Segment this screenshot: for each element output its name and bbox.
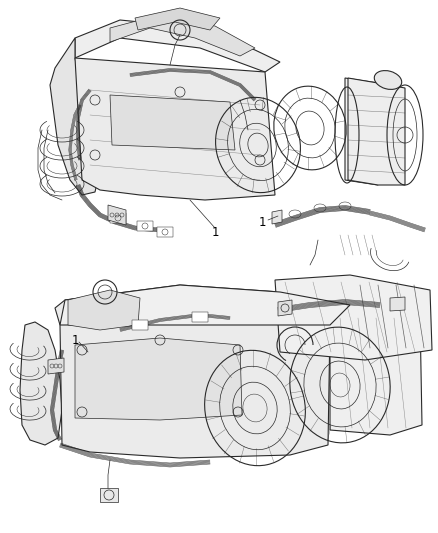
- Polygon shape: [110, 16, 255, 56]
- Polygon shape: [137, 221, 153, 231]
- Polygon shape: [68, 290, 140, 330]
- Polygon shape: [75, 58, 275, 200]
- Polygon shape: [390, 297, 405, 311]
- Text: 1: 1: [211, 225, 219, 238]
- Polygon shape: [135, 8, 220, 30]
- Polygon shape: [330, 305, 422, 435]
- Text: 1: 1: [258, 215, 266, 229]
- Polygon shape: [100, 488, 118, 502]
- Polygon shape: [110, 213, 126, 223]
- Ellipse shape: [374, 70, 402, 90]
- Polygon shape: [192, 312, 208, 322]
- Polygon shape: [272, 210, 282, 224]
- Polygon shape: [348, 78, 405, 185]
- Polygon shape: [48, 358, 64, 374]
- Polygon shape: [275, 275, 432, 360]
- Polygon shape: [108, 205, 126, 225]
- Polygon shape: [50, 38, 100, 195]
- Polygon shape: [110, 95, 235, 150]
- Text: 1: 1: [71, 334, 79, 346]
- Polygon shape: [55, 285, 330, 458]
- Polygon shape: [157, 227, 173, 237]
- Polygon shape: [345, 78, 378, 185]
- Polygon shape: [278, 300, 292, 316]
- Polygon shape: [60, 285, 350, 325]
- Polygon shape: [75, 20, 280, 72]
- Polygon shape: [132, 320, 148, 330]
- Polygon shape: [20, 322, 62, 445]
- Polygon shape: [75, 338, 242, 420]
